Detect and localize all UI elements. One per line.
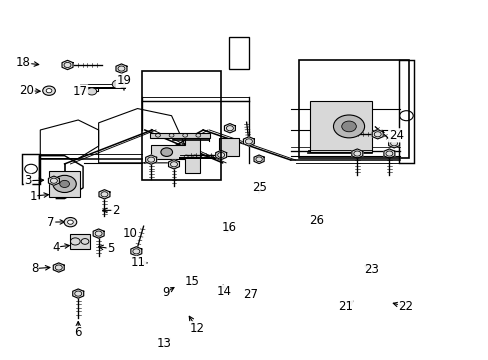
Polygon shape: [383, 149, 394, 158]
Text: 12: 12: [189, 322, 204, 335]
Polygon shape: [215, 150, 226, 159]
Polygon shape: [243, 137, 254, 146]
Text: 26: 26: [308, 213, 323, 226]
Bar: [298, 60, 408, 158]
Text: 10: 10: [122, 227, 138, 240]
Circle shape: [53, 175, 76, 193]
Circle shape: [46, 89, 52, 93]
Polygon shape: [351, 149, 362, 158]
Bar: [142, 71, 221, 180]
Text: 17: 17: [73, 85, 87, 98]
Polygon shape: [371, 130, 383, 139]
Text: 9: 9: [162, 286, 169, 299]
Polygon shape: [62, 60, 73, 69]
Polygon shape: [53, 263, 64, 272]
Circle shape: [60, 180, 69, 188]
Text: 23: 23: [364, 263, 379, 276]
Circle shape: [333, 115, 364, 138]
Text: 6: 6: [74, 327, 82, 339]
Polygon shape: [219, 138, 238, 156]
Text: 13: 13: [157, 337, 171, 350]
Polygon shape: [151, 137, 200, 173]
Text: 18: 18: [16, 56, 31, 69]
Text: 1: 1: [29, 190, 37, 203]
Text: 7: 7: [47, 216, 55, 229]
Text: 16: 16: [221, 221, 236, 234]
Circle shape: [64, 217, 77, 227]
Text: 21: 21: [337, 300, 352, 313]
Text: 4: 4: [52, 240, 60, 254]
Text: 8: 8: [31, 262, 38, 275]
Circle shape: [67, 220, 73, 224]
Text: 24: 24: [388, 129, 403, 142]
Text: 2: 2: [112, 204, 119, 217]
Polygon shape: [116, 64, 127, 73]
Polygon shape: [168, 159, 179, 169]
Text: 19: 19: [116, 74, 131, 87]
Polygon shape: [388, 139, 399, 148]
Text: 5: 5: [107, 242, 114, 255]
Polygon shape: [73, 289, 83, 298]
Polygon shape: [145, 155, 156, 164]
Polygon shape: [309, 102, 371, 152]
Text: 3: 3: [24, 174, 32, 187]
Polygon shape: [93, 229, 104, 238]
Polygon shape: [149, 133, 210, 138]
Circle shape: [341, 121, 356, 132]
Text: 11: 11: [131, 256, 146, 269]
Text: 15: 15: [184, 275, 199, 288]
Text: 14: 14: [216, 285, 231, 298]
Polygon shape: [131, 247, 142, 256]
Polygon shape: [70, 234, 90, 249]
Polygon shape: [224, 123, 235, 133]
Circle shape: [87, 88, 97, 95]
Text: 22: 22: [398, 300, 412, 313]
Text: 20: 20: [19, 84, 34, 97]
Text: 27: 27: [243, 288, 257, 301]
Polygon shape: [48, 176, 59, 185]
Polygon shape: [49, 171, 80, 197]
Circle shape: [161, 148, 172, 157]
Circle shape: [112, 80, 123, 89]
Polygon shape: [99, 190, 110, 199]
Polygon shape: [253, 155, 264, 163]
Circle shape: [42, 86, 55, 95]
Text: 25: 25: [252, 181, 267, 194]
